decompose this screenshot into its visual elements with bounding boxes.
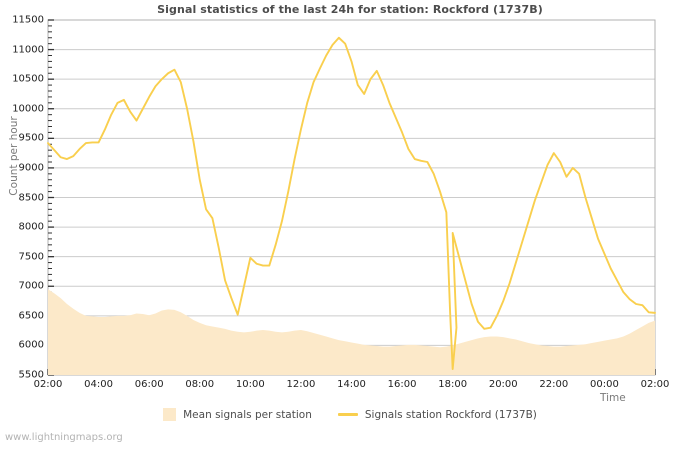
y-axis-tick-label: 6500 (18, 310, 44, 322)
y-axis-tick-label: 7000 (18, 280, 44, 292)
y-axis-tick-label: 9000 (18, 162, 44, 174)
x-axis-tick-label: 02:00 (640, 379, 670, 390)
y-axis-tick-label: 9500 (18, 132, 44, 144)
x-axis-tick-label: 02:00 (33, 379, 63, 390)
chart-title: Signal statistics of the last 24h for st… (157, 3, 543, 16)
chart-legend: Mean signals per station Signals station… (0, 408, 700, 421)
x-axis-tick-label: 22:00 (539, 379, 569, 390)
x-axis-label: Time (600, 392, 626, 404)
x-axis-tick-label: 18:00 (438, 379, 468, 390)
legend-item-mean[interactable]: Mean signals per station (163, 408, 312, 421)
x-axis-tick-label: 06:00 (134, 379, 164, 390)
y-axis-tick-label: 5500 (18, 369, 44, 381)
y-axis-tick-label: 8500 (18, 192, 44, 203)
legend-line-swatch-icon (337, 413, 358, 416)
y-axis-tick-label: 10500 (12, 73, 44, 85)
y-axis-tick-label: 7500 (18, 251, 44, 263)
x-axis-tick-label: 08:00 (185, 379, 215, 390)
legend-label-station: Signals station Rockford (1737B) (364, 408, 537, 421)
series-area-mean-signals (48, 289, 655, 375)
x-axis-tick-label: 12:00 (286, 379, 316, 390)
x-axis-tick-label: 04:00 (84, 379, 113, 390)
legend-label-mean: Mean signals per station (183, 408, 312, 421)
x-axis-tick-label: 00:00 (589, 379, 619, 390)
y-axis-tick-label: 8000 (18, 221, 44, 233)
x-axis-tick-label: 14:00 (337, 379, 366, 390)
y-axis-tick-label: 10000 (12, 103, 44, 115)
y-axis-tick-labels: 5500 6000 6500 7000 7500 8000 8500 9000 9500 1000… (0, 0, 44, 450)
x-axis-tick-label: 10:00 (235, 379, 265, 390)
legend-item-station[interactable]: Signals station Rockford (1737B) (337, 408, 537, 421)
y-axis-tick-label: 11000 (12, 44, 44, 56)
legend-area-swatch-icon (163, 408, 177, 421)
y-axis-tick-label: 11500 (12, 14, 44, 26)
watermark-text: www.lightningmaps.org (5, 432, 123, 443)
series-line-rockford (47, 36, 656, 371)
x-axis-tick-label: 16:00 (387, 379, 417, 390)
x-axis-tick-label: 20:00 (488, 379, 518, 390)
y-axis-tick-label: 6000 (18, 339, 44, 351)
